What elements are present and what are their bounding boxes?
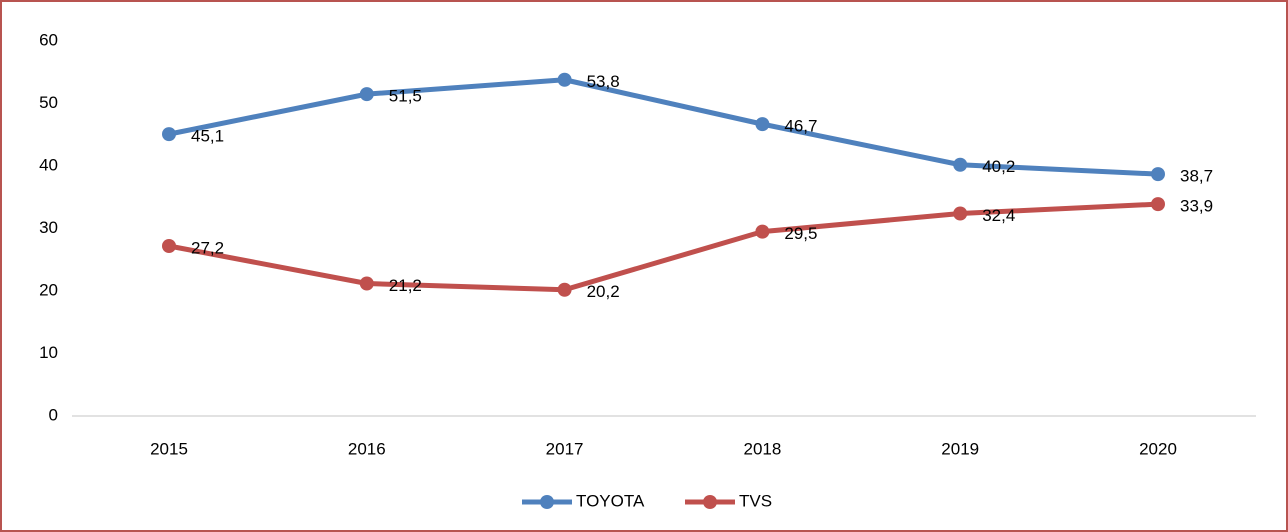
data-point [1151, 197, 1165, 212]
x-tick-label: 2020 [1139, 439, 1177, 458]
data-label: 27,2 [191, 238, 224, 257]
data-point [1151, 167, 1165, 182]
data-label: 40,2 [982, 157, 1015, 176]
legend-marker [540, 495, 554, 509]
data-point [953, 206, 968, 221]
series-line [168, 201, 1159, 293]
data-label: 46,7 [784, 117, 817, 136]
y-tick-label: 30 [39, 218, 58, 237]
data-point [162, 239, 176, 253]
x-tick-label: 2015 [150, 439, 188, 458]
data-point [359, 87, 374, 102]
legend-label: TOYOTA [576, 491, 645, 510]
y-tick-label: 50 [39, 93, 58, 112]
y-tick-label: 0 [49, 405, 58, 424]
data-point [359, 276, 374, 291]
data-label: 33,9 [1180, 197, 1213, 216]
data-label: 53,8 [587, 72, 620, 91]
data-point [953, 157, 968, 172]
x-tick-label: 2019 [941, 439, 979, 458]
x-tick-label: 2017 [546, 439, 584, 458]
x-tick-label: 2016 [348, 439, 386, 458]
data-label: 45,1 [191, 127, 224, 146]
data-label: 38,7 [1180, 167, 1213, 186]
data-point [755, 224, 770, 239]
series-line [168, 77, 1159, 177]
data-point [557, 282, 572, 297]
data-point [755, 117, 770, 132]
legend-marker [703, 495, 717, 509]
data-label: 29,5 [784, 224, 817, 243]
data-label: 51,5 [389, 87, 422, 106]
legend-label: TVS [739, 491, 772, 510]
data-label: 21,2 [389, 276, 422, 295]
data-point [557, 72, 572, 87]
y-tick-label: 40 [39, 155, 58, 174]
y-tick-label: 20 [39, 280, 58, 299]
y-tick-label: 10 [39, 343, 58, 362]
data-label: 20,2 [587, 282, 620, 301]
data-point [162, 127, 176, 142]
data-label: 32,4 [982, 206, 1015, 225]
y-tick-label: 60 [39, 30, 58, 49]
x-tick-label: 2018 [743, 439, 781, 458]
